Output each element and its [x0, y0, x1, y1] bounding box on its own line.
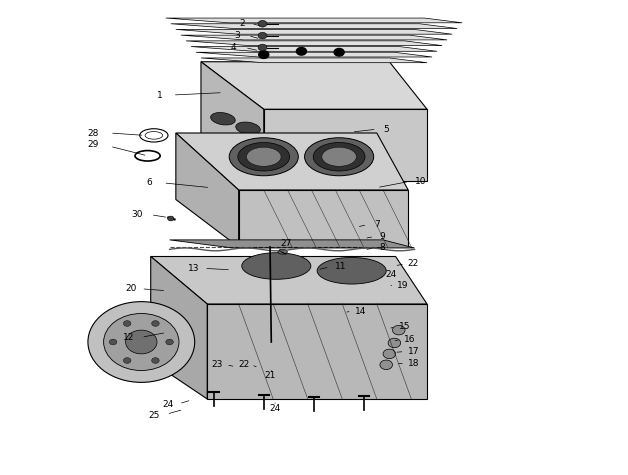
- Polygon shape: [176, 29, 452, 34]
- Polygon shape: [201, 62, 427, 109]
- Circle shape: [296, 48, 306, 55]
- Text: 23: 23: [211, 361, 222, 369]
- Polygon shape: [196, 52, 432, 57]
- Ellipse shape: [313, 142, 365, 171]
- Circle shape: [258, 32, 267, 39]
- Polygon shape: [191, 47, 437, 51]
- Circle shape: [109, 339, 117, 345]
- Polygon shape: [201, 62, 264, 180]
- Circle shape: [88, 302, 195, 382]
- Polygon shape: [171, 24, 457, 28]
- Text: 17: 17: [408, 347, 419, 356]
- Polygon shape: [207, 304, 427, 399]
- Text: 27: 27: [280, 239, 291, 247]
- Ellipse shape: [322, 147, 356, 166]
- Circle shape: [126, 330, 157, 354]
- Circle shape: [392, 325, 405, 335]
- Text: 11: 11: [335, 263, 346, 271]
- Text: 2: 2: [239, 19, 244, 28]
- Text: 3: 3: [234, 31, 241, 40]
- Ellipse shape: [238, 142, 290, 171]
- Circle shape: [166, 339, 173, 345]
- Text: 21: 21: [264, 371, 276, 380]
- Text: 20: 20: [125, 285, 136, 293]
- Circle shape: [388, 338, 401, 348]
- Circle shape: [383, 349, 396, 359]
- Ellipse shape: [210, 113, 236, 125]
- Text: 8: 8: [379, 244, 385, 252]
- Polygon shape: [176, 133, 408, 190]
- Ellipse shape: [317, 257, 386, 284]
- Ellipse shape: [246, 147, 281, 166]
- Text: 19: 19: [398, 281, 409, 289]
- Text: 12: 12: [123, 333, 134, 342]
- Polygon shape: [201, 58, 427, 63]
- Circle shape: [104, 314, 179, 370]
- Text: 28: 28: [87, 129, 99, 137]
- Polygon shape: [151, 256, 207, 399]
- Polygon shape: [176, 133, 239, 247]
- Circle shape: [168, 216, 174, 221]
- Ellipse shape: [278, 249, 287, 254]
- Text: 15: 15: [399, 323, 411, 331]
- Ellipse shape: [229, 138, 298, 176]
- Circle shape: [123, 321, 131, 326]
- Text: 9: 9: [379, 232, 385, 241]
- Text: 14: 14: [355, 307, 367, 315]
- Text: 5: 5: [383, 125, 389, 133]
- Circle shape: [151, 321, 160, 326]
- Text: 24: 24: [269, 404, 281, 413]
- Polygon shape: [264, 109, 427, 180]
- Polygon shape: [239, 190, 408, 247]
- Polygon shape: [181, 35, 447, 40]
- Circle shape: [123, 358, 131, 363]
- Text: 4: 4: [231, 43, 236, 52]
- Text: 18: 18: [408, 359, 419, 368]
- Polygon shape: [166, 18, 462, 23]
- Circle shape: [259, 51, 269, 58]
- Circle shape: [151, 358, 159, 363]
- Text: 22: 22: [408, 259, 419, 268]
- Text: 1: 1: [157, 91, 163, 99]
- Text: 10: 10: [415, 177, 426, 186]
- Text: 30: 30: [131, 210, 143, 219]
- Ellipse shape: [305, 138, 374, 176]
- Text: 13: 13: [188, 264, 199, 273]
- Text: 29: 29: [87, 141, 99, 149]
- Polygon shape: [151, 256, 427, 304]
- Text: 6: 6: [146, 179, 153, 187]
- Text: 16: 16: [404, 335, 415, 344]
- Text: 7: 7: [374, 220, 380, 229]
- Polygon shape: [186, 41, 442, 46]
- Ellipse shape: [242, 253, 311, 279]
- Circle shape: [258, 20, 267, 27]
- Text: 24: 24: [163, 400, 174, 409]
- Text: 25: 25: [148, 411, 160, 420]
- Text: 24: 24: [385, 270, 396, 279]
- Circle shape: [258, 44, 267, 51]
- Polygon shape: [170, 240, 414, 248]
- Ellipse shape: [236, 122, 261, 134]
- Circle shape: [334, 48, 344, 56]
- Text: 22: 22: [238, 361, 249, 369]
- Circle shape: [380, 360, 392, 370]
